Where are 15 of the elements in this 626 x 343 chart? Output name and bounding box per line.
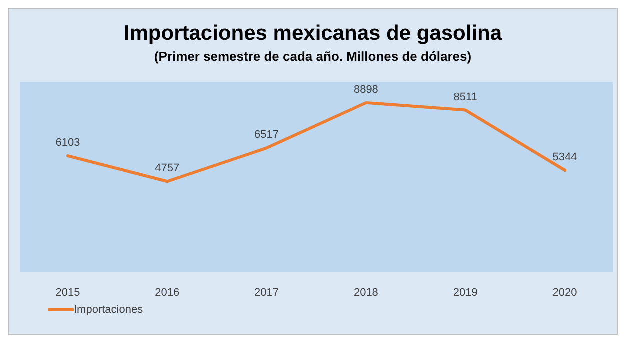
data-label: 8898 — [354, 84, 378, 96]
x-tick-label: 2020 — [552, 286, 578, 299]
data-label: 8511 — [454, 91, 478, 104]
x-tick-label: 2016 — [155, 286, 180, 299]
data-label: 6517 — [254, 129, 280, 142]
data-label: 5344 — [552, 151, 578, 164]
x-tick-label: 2018 — [354, 286, 378, 299]
data-label: 6103 — [56, 137, 80, 150]
x-tick-label: 2019 — [453, 286, 478, 299]
x-tick-label: 2015 — [56, 286, 80, 299]
chart-title: Importaciones mexicanas de gasolina — [122, 21, 504, 46]
x-tick-label: 2017 — [254, 286, 280, 299]
legend-label: Importaciones — [74, 304, 144, 316]
data-label: 4757 — [155, 162, 180, 175]
chart-subtitle: (Primer semestre de cada año. Millones de dólares) — [153, 48, 473, 66]
